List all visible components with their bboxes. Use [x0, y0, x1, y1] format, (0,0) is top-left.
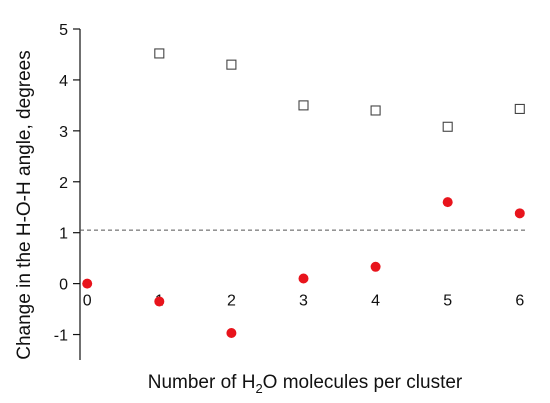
data-point-square — [370, 105, 381, 116]
y-tick-label: 1 — [59, 226, 68, 243]
data-marks — [82, 48, 525, 339]
x-axis-label-subscript: 2 — [255, 381, 262, 396]
x-tick-label: 0 — [83, 293, 92, 310]
x-tick-label: 6 — [515, 293, 524, 310]
x-axis-label-part-1: Number of H — [148, 372, 256, 393]
y-tick-label: 4 — [59, 73, 68, 90]
data-point-circle — [514, 208, 525, 219]
y-tick-label: -1 — [54, 328, 68, 345]
y-tick-label: 0 — [59, 277, 68, 294]
data-point-square — [514, 103, 525, 114]
y-tick-label: 2 — [59, 175, 68, 192]
x-tick-label: 5 — [443, 293, 452, 310]
data-point-circle — [370, 261, 381, 272]
data-point-circle — [298, 273, 309, 284]
data-point-square — [442, 121, 453, 132]
y-tick-label: 3 — [59, 124, 68, 141]
axes: -10123450123456 — [54, 22, 524, 360]
series-2 — [82, 197, 525, 339]
x-tick-label: 4 — [371, 293, 380, 310]
data-point-circle — [82, 278, 93, 289]
y-tick-label: 5 — [59, 22, 68, 39]
y-axis-label: Change in the H-O-H angle, degrees — [14, 50, 35, 359]
data-point-square — [226, 59, 237, 70]
data-point-circle — [154, 296, 165, 307]
series-1 — [154, 48, 525, 132]
x-tick-label: 3 — [299, 293, 308, 310]
data-point-square — [154, 48, 165, 59]
data-point-square — [298, 100, 309, 111]
x-tick-label: 2 — [227, 293, 236, 310]
data-point-circle — [226, 328, 237, 339]
x-axis-label: Number of H2O molecules per cluster — [148, 372, 463, 396]
data-point-circle — [442, 197, 453, 208]
x-axis-label-part-2: O molecules per cluster — [263, 372, 463, 393]
